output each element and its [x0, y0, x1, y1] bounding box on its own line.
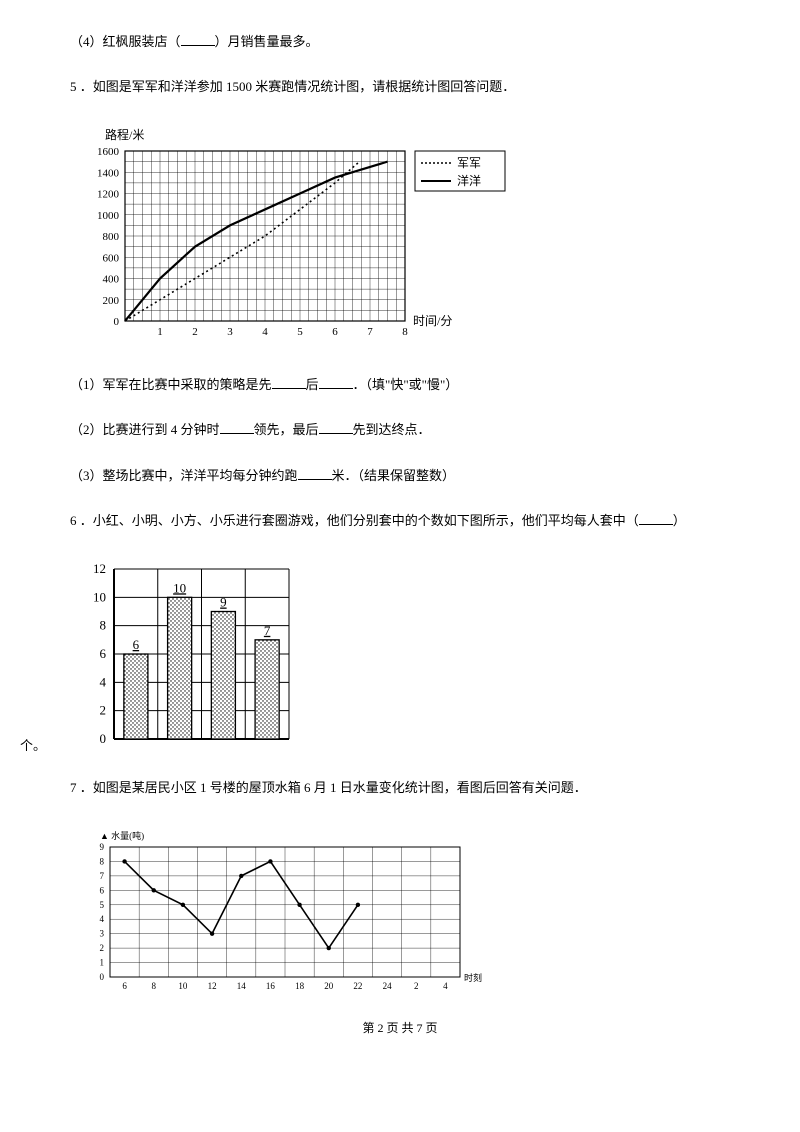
svg-text:2: 2: [192, 326, 198, 338]
q6-intro: 6 ．小红、小明、小方、小乐进行套圈游戏，他们分别套中的个数如下图所示，他们平均…: [70, 509, 730, 532]
svg-text:14: 14: [237, 981, 247, 991]
svg-text:2: 2: [100, 943, 105, 953]
svg-text:4: 4: [100, 675, 107, 690]
svg-text:20: 20: [324, 981, 334, 991]
q4-after: ）月销售量最多。: [215, 34, 319, 49]
q5-sub3: （3）整场比赛中，洋洋平均每分钟约跑米．（结果保留整数）: [70, 464, 730, 487]
q6-suffix: 个。: [20, 735, 46, 754]
svg-text:▲ 水量(吨): ▲ 水量(吨): [100, 830, 144, 841]
q6-blank[interactable]: [639, 511, 673, 525]
q5-intro: 5 ．如图是军军和洋洋参加 1500 米赛跑情况统计图，请根据统计图回答问题．: [70, 75, 730, 98]
svg-text:9: 9: [100, 842, 105, 852]
svg-text:4: 4: [100, 914, 105, 924]
svg-text:1200: 1200: [97, 188, 120, 200]
svg-text:600: 600: [103, 252, 120, 264]
svg-text:1: 1: [157, 326, 163, 338]
svg-text:时刻: 时刻: [464, 972, 482, 983]
svg-text:0: 0: [100, 731, 107, 746]
svg-text:5: 5: [100, 900, 105, 910]
q6-chart: 0 2 4 6 8 10 12 6 10 9 7: [76, 554, 306, 754]
svg-text:7: 7: [367, 326, 373, 338]
svg-text:1400: 1400: [97, 167, 120, 179]
svg-text:400: 400: [103, 273, 120, 285]
svg-text:6: 6: [133, 637, 140, 652]
q5-2-blank2[interactable]: [319, 420, 353, 434]
svg-text:800: 800: [103, 231, 120, 243]
svg-text:路程/米: 路程/米: [105, 127, 144, 142]
svg-text:22: 22: [353, 981, 362, 991]
page-footer: 第 2 页 共 7 页: [70, 1019, 730, 1036]
svg-text:1: 1: [100, 957, 105, 967]
svg-text:16: 16: [266, 981, 276, 991]
q5-1-blank1[interactable]: [272, 375, 306, 389]
svg-text:5: 5: [297, 326, 303, 338]
svg-text:8: 8: [152, 981, 157, 991]
svg-text:18: 18: [295, 981, 305, 991]
svg-text:12: 12: [93, 561, 106, 576]
svg-text:8: 8: [100, 856, 105, 866]
svg-text:24: 24: [383, 981, 393, 991]
q4-blank[interactable]: [181, 32, 215, 46]
q4-before: （4）红枫服装店（: [70, 34, 181, 49]
q5-chart: 路程/米时间/分 军军洋洋 200 400 600 800 1000 1200 1400 1600…: [70, 121, 730, 351]
svg-text:200: 200: [103, 295, 120, 307]
q5-1-blank2[interactable]: [319, 375, 353, 389]
svg-text:9: 9: [220, 595, 227, 610]
svg-text:时间/分: 时间/分: [413, 314, 452, 328]
svg-text:1600: 1600: [97, 146, 120, 158]
svg-text:10: 10: [173, 581, 186, 596]
svg-text:3: 3: [100, 928, 105, 938]
svg-text:2: 2: [414, 981, 419, 991]
svg-text:10: 10: [178, 981, 188, 991]
svg-text:6: 6: [332, 326, 338, 338]
svg-text:0: 0: [100, 972, 105, 982]
q5-2-blank1[interactable]: [220, 420, 254, 434]
q4-line: （4）红枫服装店（ ）月销售量最多。: [70, 30, 730, 53]
svg-text:7: 7: [264, 623, 271, 638]
q7-intro: 7 ．如图是某居民小区 1 号楼的屋顶水箱 6 月 1 日水量变化统计图，看图后…: [70, 776, 730, 799]
svg-text:3: 3: [227, 326, 233, 338]
svg-text:2: 2: [100, 703, 107, 718]
q7-chart: ▲ 水量(吨)时刻012345678968101214161820222424: [70, 822, 730, 997]
svg-text:6: 6: [100, 885, 105, 895]
svg-text:4: 4: [443, 981, 448, 991]
q5-sub1: （1）军军在比赛中采取的策略是先后．（填"快"或"慢"）: [70, 373, 730, 396]
q5-sub2: （2）比赛进行到 4 分钟时领先，最后先到达终点．: [70, 418, 730, 441]
svg-text:7: 7: [100, 871, 105, 881]
svg-text:0: 0: [114, 316, 120, 328]
svg-text:6: 6: [100, 646, 107, 661]
svg-text:1000: 1000: [97, 210, 120, 222]
q5-3-blank[interactable]: [298, 466, 332, 480]
svg-text:8: 8: [402, 326, 408, 338]
svg-text:6: 6: [122, 981, 127, 991]
svg-text:洋洋: 洋洋: [457, 173, 481, 188]
svg-text:12: 12: [208, 981, 217, 991]
svg-text:8: 8: [100, 618, 107, 633]
svg-text:4: 4: [262, 326, 268, 338]
svg-text:军军: 军军: [457, 156, 481, 170]
svg-text:10: 10: [93, 590, 106, 605]
